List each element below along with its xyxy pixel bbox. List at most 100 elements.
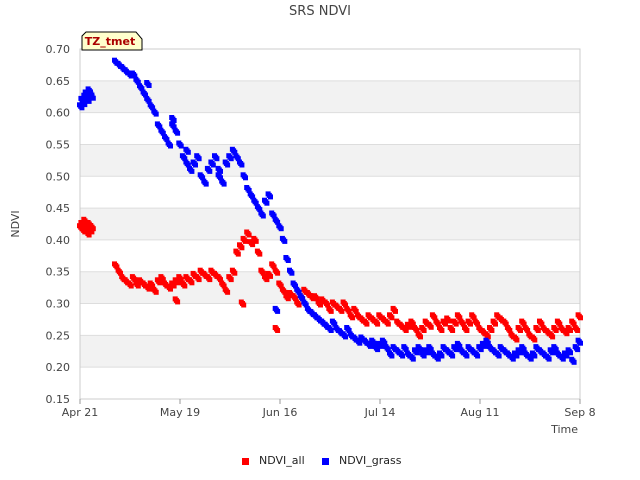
y-axis-ticks: 0.15 0.20 0.25 0.30 0.35 0.40 0.45 0.50 0.55 0.60… [46, 43, 71, 406]
data-point [118, 270, 123, 276]
legend-label-ndvi-all: NDVI_all [259, 454, 305, 467]
data-point [518, 350, 523, 356]
x-tick-label: Apr 21 [62, 406, 99, 419]
data-point [243, 238, 248, 244]
data-point [450, 328, 456, 333]
y-tick-label: 0.30 [46, 298, 71, 311]
data-point [175, 130, 181, 136]
badge-shape [81, 31, 143, 51]
data-point [553, 328, 559, 333]
data-point [218, 175, 223, 181]
data-point [250, 242, 256, 248]
data-point [446, 318, 452, 324]
x-tick-label: Jul 14 [364, 406, 396, 419]
data-point [496, 353, 502, 359]
data-point [275, 219, 281, 225]
data-point [407, 324, 413, 330]
data-point [532, 337, 538, 343]
y-tick-label: 0.65 [46, 75, 71, 88]
data-point [568, 328, 573, 333]
data-point [146, 98, 152, 104]
data-point [550, 350, 556, 356]
data-point [418, 347, 423, 353]
data-point [557, 321, 563, 327]
data-point [164, 137, 170, 143]
data-point [460, 321, 466, 327]
data-point [175, 299, 181, 305]
data-point [243, 175, 248, 181]
data-point [539, 321, 545, 327]
data-point [171, 118, 177, 123]
data-point [575, 328, 581, 333]
data-point [79, 105, 85, 111]
data-point [157, 280, 163, 286]
data-point [85, 92, 91, 98]
data-point [475, 321, 481, 327]
data-point [428, 347, 434, 353]
data-point [328, 328, 334, 333]
data-point [343, 334, 348, 340]
series-ndvi-all [77, 216, 583, 343]
data-point [464, 328, 470, 333]
y-tick-label: 0.40 [46, 234, 71, 247]
data-point [250, 194, 256, 200]
y-tick-label: 0.25 [46, 329, 71, 342]
data-point [168, 286, 173, 292]
data-point [271, 264, 277, 270]
legend-swatch-ndvi-grass [322, 458, 329, 465]
data-point [241, 302, 247, 308]
data-point [439, 328, 445, 333]
data-point [285, 296, 291, 302]
data-point [178, 277, 184, 283]
data-point [189, 280, 195, 286]
data-point [257, 251, 263, 257]
y-tick-label: 0.45 [46, 202, 71, 215]
data-point [132, 277, 138, 283]
data-point [414, 350, 420, 356]
data-point [303, 302, 309, 308]
data-point [450, 353, 456, 359]
x-tick-label: May 19 [160, 406, 200, 419]
data-point [214, 156, 220, 162]
plot-band [80, 208, 580, 240]
data-point [282, 289, 288, 295]
data-point [278, 226, 284, 232]
station-badge: TZ_tmet [81, 31, 143, 51]
data-point [478, 347, 484, 353]
data-point [153, 111, 159, 117]
data-point [160, 277, 166, 283]
x-tick-label: Aug 11 [461, 406, 500, 419]
data-point [150, 105, 156, 111]
data-point [371, 340, 377, 346]
data-point [357, 340, 363, 346]
data-point [475, 353, 481, 359]
badge-label: TZ_tmet [85, 35, 135, 48]
data-point [489, 328, 495, 333]
data-point [221, 181, 227, 187]
data-point [278, 283, 284, 289]
y-tick-label: 0.15 [46, 393, 71, 406]
data-point [425, 350, 431, 356]
data-point [564, 331, 570, 337]
data-point [400, 353, 406, 359]
data-point [175, 280, 181, 286]
data-point [135, 79, 141, 85]
data-point [235, 156, 241, 162]
data-point [246, 188, 252, 193]
data-point [196, 277, 202, 283]
data-point [350, 315, 356, 321]
data-point [389, 315, 395, 321]
data-point [193, 162, 198, 168]
data-point [578, 340, 583, 346]
data-point [389, 353, 395, 359]
data-point [532, 353, 538, 359]
data-point [471, 315, 477, 321]
data-point [293, 296, 298, 302]
data-point [82, 102, 88, 108]
data-point [568, 350, 573, 356]
data-point [203, 181, 209, 187]
data-point [114, 264, 120, 270]
data-point [221, 283, 227, 289]
data-point [514, 337, 520, 343]
data-point [428, 324, 434, 330]
